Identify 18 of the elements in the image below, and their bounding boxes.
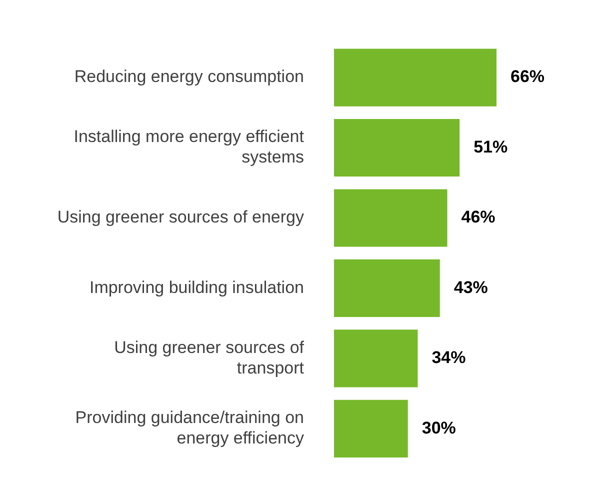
- bar: [334, 330, 418, 388]
- data-label: 34%: [432, 348, 466, 368]
- y-tick-label: Using greener sources of energy: [57, 208, 304, 227]
- data-label: 66%: [510, 67, 545, 86]
- bar: [334, 259, 440, 318]
- y-tick-label: Improving building insulation: [89, 278, 304, 297]
- data-label: 43%: [454, 278, 488, 297]
- y-tick-label: Reducing energy consumption: [74, 67, 304, 86]
- y-tick-label: Using greener sources of transport: [114, 338, 304, 378]
- bar: [334, 118, 460, 177]
- y-tick-label: Installing more energy efficient systems: [74, 127, 304, 167]
- data-label: 46%: [461, 208, 496, 227]
- y-tick-label: Providing guidance/training on energy efficiency: [75, 408, 304, 448]
- bar: [334, 400, 408, 458]
- data-label: 51%: [474, 137, 508, 156]
- bar: [334, 48, 497, 106]
- data-label: 30%: [422, 418, 456, 438]
- bar: [334, 189, 448, 247]
